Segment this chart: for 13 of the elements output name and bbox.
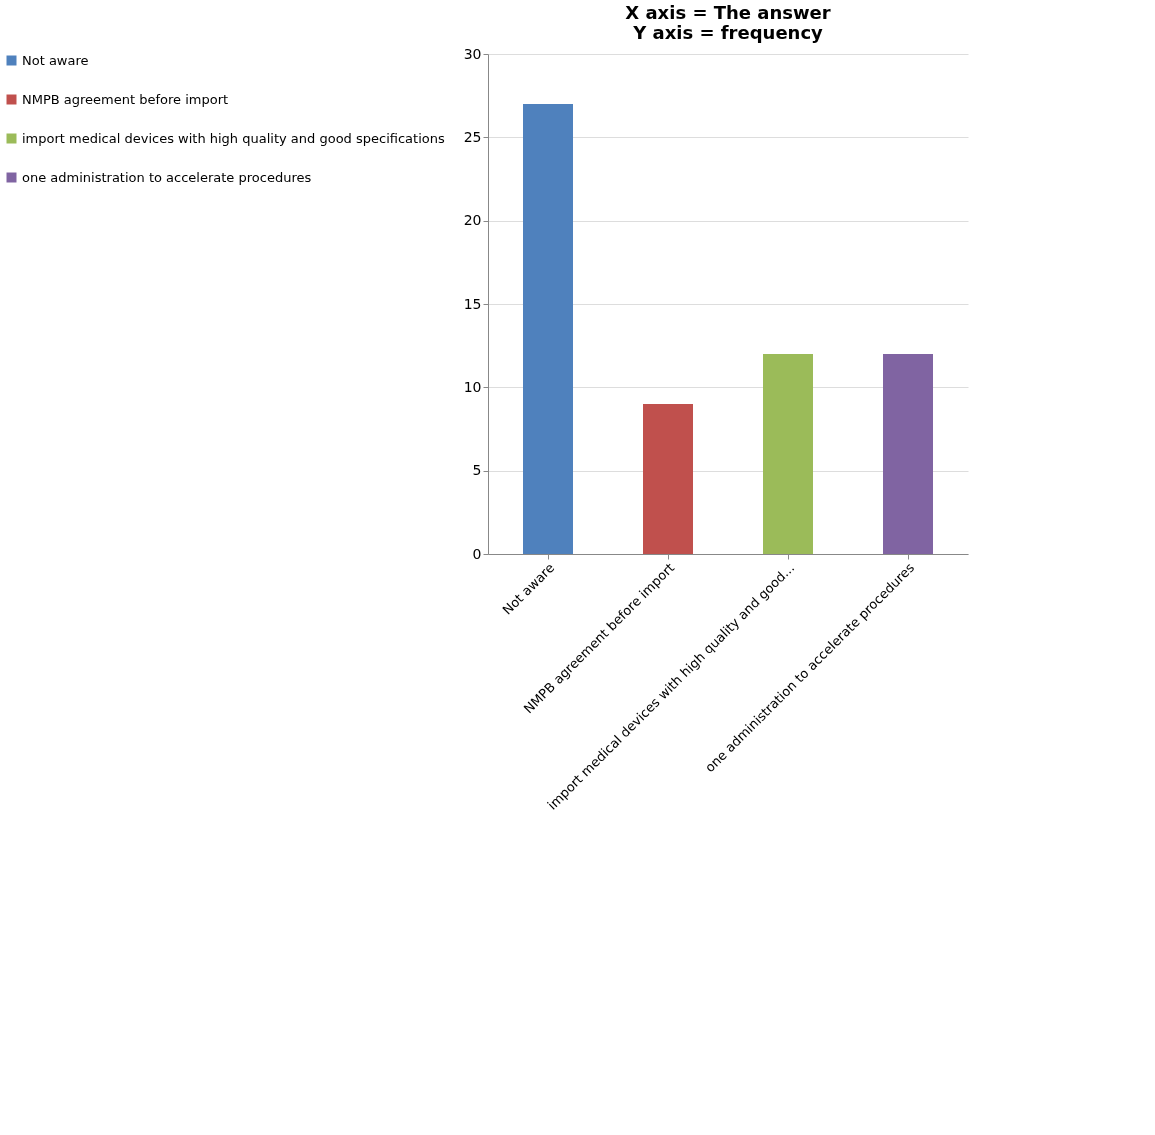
y-tick-label: 25	[463, 128, 482, 145]
y-tick-label: 0	[472, 545, 482, 562]
legend-label: Not aware	[22, 52, 89, 68]
legend-label: import medical devices with high quality and good specifications	[22, 130, 445, 146]
y-tick-label: 10	[463, 378, 482, 395]
legend-label: NMPB agreement before import	[22, 91, 229, 107]
text: X axis = The answer	[625, 2, 831, 23]
y-tick-label: 20	[463, 212, 482, 229]
y-tick-label: 15	[463, 295, 482, 312]
y-tick-label: 5	[472, 462, 482, 479]
text: Y axis = frequency	[633, 22, 823, 43]
legend-label: one administration to accelerate procedures	[22, 169, 312, 185]
y-tick-label: 30	[463, 45, 482, 62]
